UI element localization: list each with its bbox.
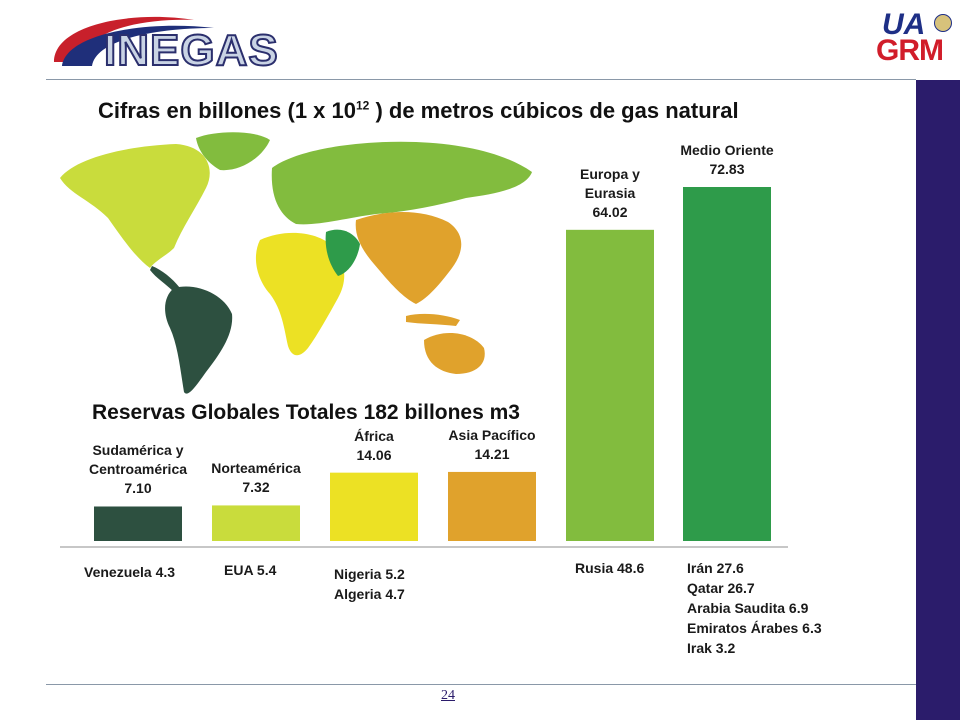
map-africa <box>255 232 345 356</box>
bar-asia-pacifico <box>448 471 536 541</box>
map-asia-pacific <box>355 212 462 304</box>
bar-label-europa-y-eurasia: Europa y Eurasia 64.02 <box>580 165 640 220</box>
map-europe-eurasia <box>271 141 532 225</box>
uagrm-logo: UA GRM <box>876 8 956 67</box>
country-item: Rusia 48.6 <box>575 560 645 576</box>
bar-africa <box>330 472 418 541</box>
footer-divider <box>46 684 916 685</box>
bar-label-asia-pacifico: Asia Pacífico 14.21 <box>448 426 536 462</box>
map-australia <box>424 333 485 374</box>
chart-title-exponent: 12 <box>355 98 370 113</box>
country-item: Qatar 26.7 <box>687 580 755 596</box>
country-item: Arabia Saudita 6.9 <box>687 600 809 616</box>
bar-sudamerica-y-centroamerica <box>94 506 182 541</box>
world-map <box>56 128 536 408</box>
country-item: Irak 3.2 <box>687 640 736 656</box>
map-greenland <box>196 132 270 171</box>
bar-norteamerica <box>212 505 300 541</box>
chart-title-suffix: ) de metros cúbicos de gas natural <box>369 98 739 123</box>
country-list-sudamerica-y-centroamerica: Venezuela 4.3 <box>84 562 175 582</box>
chart-title-prefix: Cifras en billones (1 x 10 <box>98 98 356 123</box>
uagrm-seal-icon <box>934 14 952 32</box>
bar-label-sudamerica-y-centroamerica: Sudamérica y Centroamérica 7.10 <box>88 442 188 497</box>
country-item: Irán 27.6 <box>687 560 744 576</box>
bar-europa-y-eurasia <box>566 229 654 541</box>
map-south-america <box>165 286 233 394</box>
header-divider <box>46 79 916 80</box>
country-item: Emiratos Árabes 6.3 <box>687 620 822 636</box>
bar-label-africa: África 14.06 <box>354 427 394 463</box>
chart-title: Cifras en billones (1 x 1012 ) de metros… <box>98 98 739 124</box>
inegas-logo-text: INEGAS <box>103 25 279 76</box>
map-indonesia <box>406 313 460 326</box>
map-north-america <box>60 144 210 268</box>
country-item: Venezuela 4.3 <box>84 564 176 580</box>
country-item: Nigeria 5.2 <box>334 566 405 582</box>
country-item: Algeria 4.7 <box>334 586 405 602</box>
country-list-norteamerica: EUA 5.4 <box>224 560 276 580</box>
bar-medio-oriente <box>683 187 771 541</box>
map-middle-east <box>325 229 360 276</box>
bar-label-medio-oriente: Medio Oriente 72.83 <box>680 142 774 177</box>
uagrm-logo-ua: UA <box>882 8 926 41</box>
bar-label-norteamerica: Norteamérica 7.32 <box>211 460 301 496</box>
chart-subtitle: Reservas Globales Totales 182 billones m… <box>92 401 520 424</box>
country-item: EUA 5.4 <box>224 562 277 578</box>
country-list-europa-y-eurasia: Rusia 48.6 <box>575 558 644 578</box>
page-number: 24 <box>441 688 455 703</box>
country-list-medio-oriente: Irán 27.6 Qatar 26.7 Arabia Saudita 6.9 Emi… <box>687 558 822 658</box>
uagrm-logo-grm: GRM <box>876 34 944 67</box>
country-list-africa: Nigeria 5.2 Algeria 4.7 <box>334 564 405 604</box>
inegas-logo <box>44 6 314 82</box>
right-sidebar-band <box>916 80 960 720</box>
map-central-america <box>150 266 180 292</box>
